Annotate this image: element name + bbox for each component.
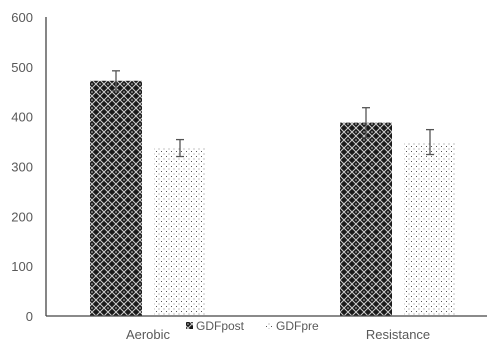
bars-layer: [90, 80, 456, 316]
legend-swatch: [186, 322, 193, 329]
y-tick-label: 600: [11, 10, 33, 25]
y-tick-label: 500: [11, 60, 33, 75]
legend-label: GDFpost: [196, 319, 245, 333]
y-tick-label: 100: [11, 259, 33, 274]
error-bars-layer: [112, 70, 434, 158]
error-bar-gdfpost-resistance: [362, 107, 370, 139]
error-bar-gdfpre-aerobic: [176, 138, 184, 158]
y-tick-label: 0: [26, 309, 33, 324]
y-tick-label: 200: [11, 209, 33, 224]
bar-gdfpost-resistance: [340, 122, 392, 316]
legend-item-gdfpre: GDFpre: [266, 319, 319, 333]
error-bar-gdfpre-resistance: [426, 128, 434, 156]
y-tick-label: 300: [11, 160, 33, 175]
legend-swatch: [266, 322, 273, 329]
error-bar-gdfpost-aerobic: [112, 70, 120, 92]
legend-label: GDFpre: [276, 319, 319, 333]
y-tick-label: 400: [11, 110, 33, 125]
x-category-label: Resistance: [366, 327, 430, 342]
legend-item-gdfpost: GDFpost: [186, 319, 245, 333]
legend: GDFpost GDFpre: [186, 319, 319, 333]
bar-gdfpost-aerobic: [90, 80, 142, 316]
bar-gdfpre-resistance: [404, 142, 456, 316]
x-category-label: Aerobic: [126, 327, 171, 342]
axes-layer: 0 100 200 300 400 500 600 Aerobic Resistance: [11, 10, 487, 342]
bar-gdfpre-aerobic: [154, 148, 206, 316]
